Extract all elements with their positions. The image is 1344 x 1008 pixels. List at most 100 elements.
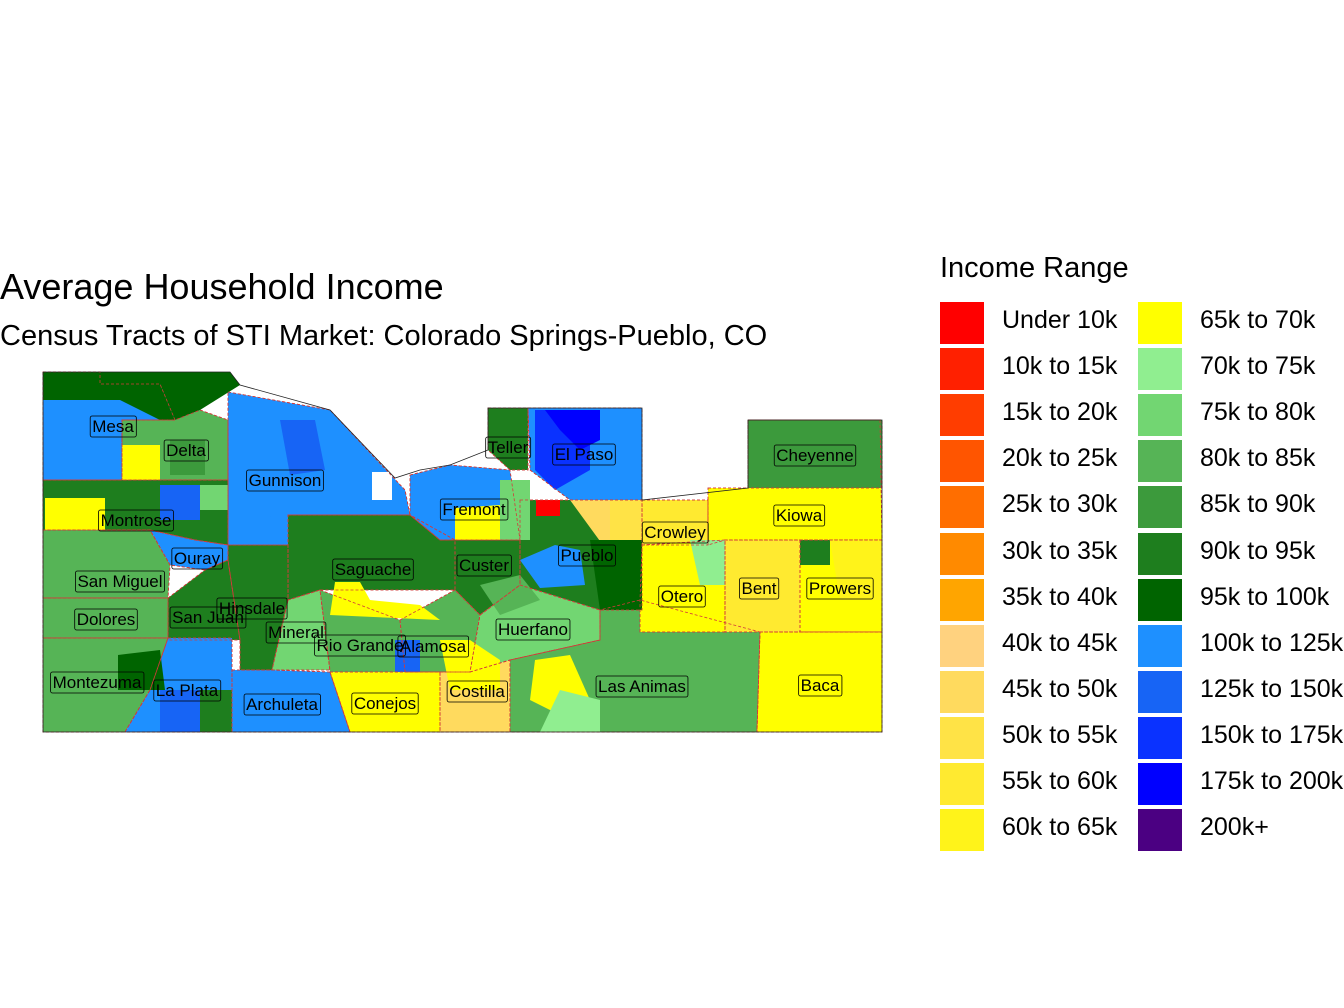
legend-label: 55k to 60k — [1002, 767, 1118, 795]
tract-shape — [330, 582, 440, 620]
legend-swatch — [940, 624, 984, 667]
county-label-box — [397, 635, 470, 658]
county-label: Crowley — [644, 523, 706, 542]
tract-shape — [372, 472, 392, 500]
county-label: Custer — [459, 556, 509, 575]
county-label-box — [75, 570, 165, 593]
map-title: Average Household Income — [0, 266, 444, 307]
market-boundary — [42, 371, 883, 733]
legend-label: 35k to 40k — [1002, 582, 1118, 611]
county-label: Gunnison — [249, 471, 322, 490]
county-label: Mesa — [92, 417, 134, 436]
county-outline — [329, 671, 441, 733]
legend-swatch — [1138, 624, 1182, 667]
county-label-box — [595, 675, 689, 698]
tract-shape — [830, 540, 882, 600]
county-label-box — [246, 469, 324, 492]
legend-swatch — [940, 716, 984, 759]
tract-shape — [690, 540, 725, 585]
legend-label: 125k to 150k — [1200, 674, 1344, 703]
county-label-box — [641, 521, 709, 544]
legend-item: 30k to 35k — [940, 531, 1150, 575]
legend-swatch — [940, 532, 984, 575]
legend-title: Income Range — [940, 252, 1129, 284]
legend-label: 15k to 20k — [1002, 398, 1118, 427]
legend-item: 40k to 45k — [940, 623, 1150, 667]
county-label-box — [314, 634, 406, 657]
legend-item: 125k to 150k — [1138, 669, 1344, 713]
county-label: Delta — [166, 441, 206, 460]
legend-label: 25k to 30k — [1002, 490, 1118, 519]
county-label: Baca — [801, 676, 840, 695]
legend-swatch — [940, 348, 984, 391]
legend-item: 10k to 15k — [940, 346, 1150, 391]
map-subtitle: Census Tracts of STI Market: Colorado Sp… — [0, 320, 768, 352]
county-label: Las Animas — [598, 677, 686, 696]
county-label-box — [798, 674, 843, 697]
legend-item: 35k to 40k — [940, 577, 1150, 621]
legend-label: 200k+ — [1200, 813, 1269, 842]
tract-shape — [480, 575, 540, 615]
county-label: Prowers — [809, 579, 871, 598]
tract-shape — [800, 540, 830, 565]
county-label: Saguache — [335, 560, 412, 579]
legend-label: 65k to 70k — [1200, 306, 1316, 334]
legend-swatch — [1138, 348, 1182, 391]
legend-swatch — [1138, 440, 1182, 483]
legend-item: 90k to 95k — [1138, 531, 1344, 575]
county-outline — [271, 589, 331, 671]
tract-shape — [228, 515, 288, 545]
legend-label: Under 10k — [1002, 306, 1118, 334]
county-label-box — [446, 680, 508, 703]
county-label-box — [658, 585, 706, 608]
legend-swatch — [940, 763, 984, 805]
county-label-box — [216, 597, 288, 620]
tract-shape — [122, 445, 160, 480]
county-label-box — [243, 693, 321, 716]
county-label: La Plata — [156, 681, 219, 700]
county-label-box — [439, 498, 509, 521]
legend-label: 70k to 75k — [1200, 352, 1316, 381]
tract-shape — [395, 640, 420, 672]
county-label: Huerfano — [498, 620, 568, 639]
legend-swatch — [940, 394, 984, 437]
legend-item: 95k to 100k — [1138, 577, 1344, 621]
legend-label: 75k to 80k — [1200, 398, 1316, 427]
county-label: Otero — [661, 587, 704, 606]
legend-item: 55k to 60k — [940, 761, 1150, 805]
tract-shape — [500, 480, 530, 540]
county-label: San Miguel — [77, 572, 162, 591]
legend-item: 200k+ — [1138, 807, 1344, 852]
legend-item: 45k to 50k — [940, 669, 1150, 713]
county-outline — [509, 599, 761, 733]
legend-swatch — [1138, 763, 1182, 805]
tract-shape — [455, 505, 505, 540]
legend-item: 65k to 70k — [1138, 300, 1344, 344]
tract-shape — [540, 690, 600, 732]
legend-swatch — [1138, 716, 1182, 759]
legend-swatch — [940, 486, 984, 529]
county-label: Hinsdale — [219, 599, 285, 618]
tract-shape — [45, 498, 105, 530]
county-outline — [799, 539, 883, 633]
tract-shape — [228, 560, 288, 600]
county-label: Ouray — [174, 549, 221, 568]
county-outline — [639, 539, 726, 633]
county-outline — [227, 544, 289, 671]
county-label-box — [265, 621, 327, 644]
legend-label: 20k to 25k — [1002, 444, 1118, 473]
legend-item: 50k to 55k — [940, 715, 1150, 759]
legend-item: 175k to 200k — [1138, 761, 1344, 805]
legend-item: 100k to 125k — [1138, 623, 1344, 667]
county-label-box — [163, 439, 209, 462]
legend-item: 80k to 85k — [1138, 438, 1344, 483]
county-label: Montrose — [101, 511, 172, 530]
legend-item: 70k to 75k — [1138, 346, 1344, 391]
legend-label: 175k to 200k — [1200, 767, 1344, 795]
legend: Income Range Under 10k 10k to 15k 15k to 2… — [940, 252, 1344, 862]
legend-item: 20k to 25k — [940, 438, 1150, 483]
tract-shape — [70, 400, 120, 460]
legend-swatch — [1138, 394, 1182, 437]
county-label-box — [806, 577, 874, 600]
county-label: Montezuma — [53, 673, 142, 692]
